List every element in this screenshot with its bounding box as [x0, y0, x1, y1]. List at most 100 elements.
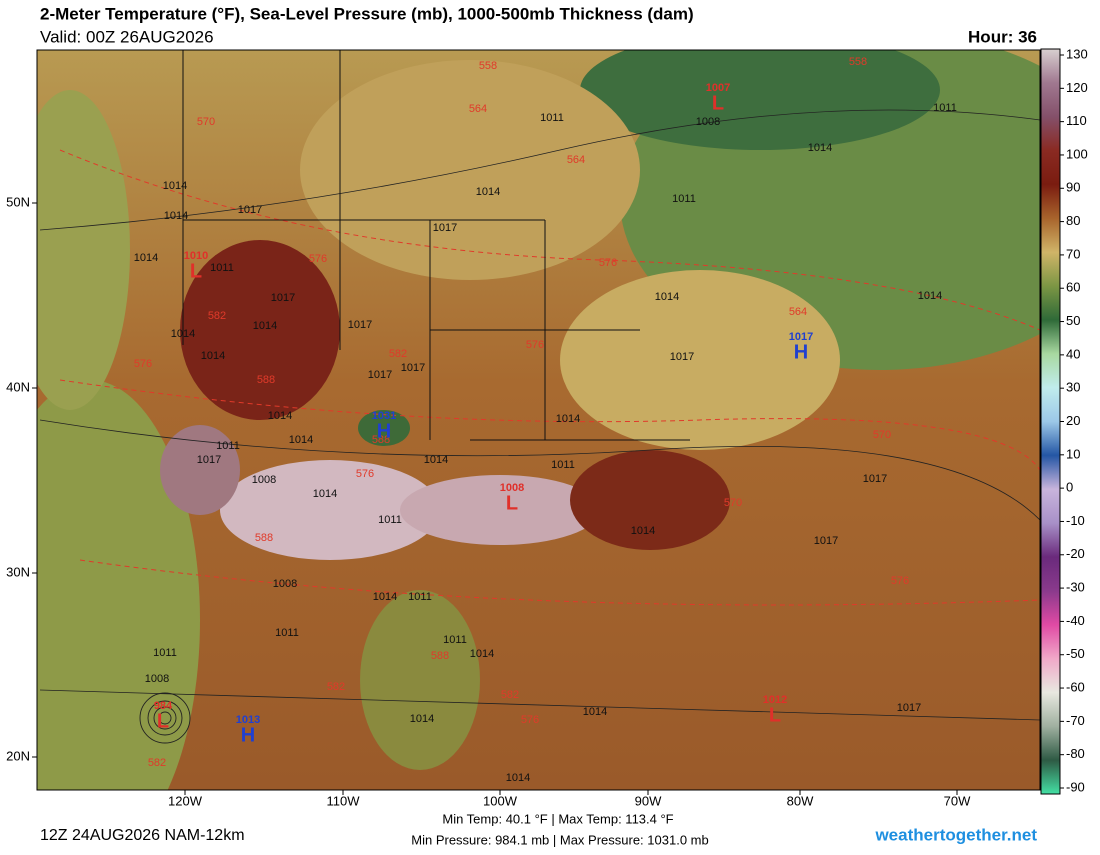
center-letter: H — [377, 420, 391, 442]
colorbar-label: -80 — [1066, 746, 1085, 761]
isobar-label: 1008 — [696, 116, 720, 128]
isobar-label: 1011 — [408, 591, 432, 603]
isobar-label: 1014 — [163, 180, 187, 192]
ocean — [37, 380, 200, 790]
hot-region — [400, 475, 600, 545]
center-pressure: 1031 — [372, 410, 396, 422]
isobar-label: 1017 — [670, 351, 694, 363]
colorbar-label: 80 — [1066, 213, 1080, 228]
isobar-label: 1008 — [273, 578, 297, 590]
hot-region — [180, 240, 340, 420]
isobar-label: 1014 — [631, 525, 655, 537]
temp-range: Min Temp: 40.1 °F | Max Temp: 113.4 °F — [442, 811, 673, 826]
run-info: 12Z 24AUG2026 NAM-12km — [40, 827, 245, 844]
colorbar-label: -30 — [1066, 580, 1085, 595]
colorbar-label: 20 — [1066, 413, 1080, 428]
thickness-label: 570 — [197, 116, 215, 128]
thickness-label: 576 — [309, 253, 327, 265]
isobar-label: 1017 — [433, 222, 457, 234]
thickness-label: 582 — [208, 310, 226, 322]
terrain — [360, 590, 480, 770]
thickness-label: 588 — [257, 374, 275, 386]
title: 2-Meter Temperature (°F), Sea-Level Pres… — [40, 4, 694, 23]
thickness-label: 564 — [789, 306, 807, 318]
isobar-label: 1008 — [145, 673, 169, 685]
isobar-label: 1014 — [134, 252, 158, 264]
center-pressure: 1013 — [236, 714, 260, 726]
center-pressure: 984 — [154, 700, 173, 712]
isobar-label: 1014 — [655, 291, 679, 303]
thickness-label: 564 — [469, 103, 487, 115]
isobar-label: 1014 — [470, 648, 494, 660]
thickness-label: 564 — [567, 154, 585, 166]
thickness-label: 588 — [255, 532, 273, 544]
thickness-label: 576 — [134, 358, 152, 370]
thickness-label: 570 — [724, 497, 742, 509]
lon-label: 70W — [944, 793, 971, 808]
colorbar-label: -40 — [1066, 613, 1085, 628]
lon-label: 80W — [787, 793, 814, 808]
low-center-rings — [139, 692, 191, 744]
center-letter: L — [157, 710, 169, 732]
colorbar — [1040, 48, 1061, 795]
thickness-label: 582 — [389, 348, 407, 360]
isobar-label: 1011 — [551, 459, 575, 471]
cool-region — [580, 50, 940, 150]
isobar-label: 1011 — [540, 112, 564, 124]
pressure-range: Min Pressure: 984.1 mb | Max Pressure: 1… — [411, 832, 708, 847]
thickness-label: 576 — [599, 257, 617, 269]
isobar-label: 1014 — [201, 350, 225, 362]
isobar-label: 1017 — [348, 319, 372, 331]
isobar-label: 1011 — [378, 514, 402, 526]
isobar-label: 1014 — [476, 186, 500, 198]
isobar-label: 1011 — [275, 627, 299, 639]
hot-region — [220, 460, 440, 560]
lat-label: 50N — [6, 194, 30, 209]
lon-label: 100W — [483, 793, 518, 808]
isobar-label: 1014 — [506, 772, 530, 784]
colorbar-label: -70 — [1066, 713, 1085, 728]
isobar-label: 1011 — [153, 647, 177, 659]
isobar-label: 1017 — [863, 473, 887, 485]
isobar-label: 1014 — [918, 290, 942, 302]
center-letter: L — [712, 92, 724, 114]
isobar-label: 1014 — [164, 210, 188, 222]
hot-region — [160, 425, 240, 515]
thickness-label: 588 — [372, 434, 390, 446]
isobar-label: 1014 — [583, 706, 607, 718]
lon-label: 110W — [327, 793, 361, 808]
isobar-label: 1014 — [289, 434, 313, 446]
center-letter: H — [794, 341, 808, 363]
isobar-label: 1011 — [933, 102, 957, 114]
thickness-label: 582 — [327, 681, 345, 693]
lon-label: 120W — [168, 793, 203, 808]
colorbar-label: 50 — [1066, 313, 1080, 328]
isobar-label: 1014 — [410, 713, 434, 725]
colorbar-label: 30 — [1066, 380, 1080, 395]
colorbar-label: 70 — [1066, 246, 1080, 261]
colorbar-label: 120 — [1066, 80, 1088, 95]
isobar-label: 1014 — [373, 591, 397, 603]
map-frame — [36, 49, 1041, 791]
thickness-label: 576 — [521, 714, 539, 726]
thickness-label: 558 — [849, 56, 867, 68]
center-pressure: 1007 — [706, 82, 730, 94]
colorbar-label: -90 — [1066, 779, 1085, 794]
isobar-label: 1014 — [253, 320, 277, 332]
thickness-label: 576 — [526, 339, 544, 351]
center-letter: L — [769, 704, 781, 726]
thickness-label: 576 — [356, 468, 374, 480]
center-pressure: 1008 — [500, 482, 524, 494]
isobar-label: 1014 — [424, 454, 448, 466]
thickness-label: 570 — [873, 429, 891, 441]
isobar-label: 1014 — [171, 328, 195, 340]
isobar-label: 1014 — [313, 488, 337, 500]
isobar-label: 1017 — [368, 369, 392, 381]
isobar-label: 1017 — [814, 535, 838, 547]
center-pressure: 1017 — [789, 331, 813, 343]
isobar-label: 1011 — [443, 634, 467, 646]
valid-time: Valid: 00Z 26AUG2026 — [40, 27, 214, 46]
thickness-label: 582 — [148, 757, 166, 769]
